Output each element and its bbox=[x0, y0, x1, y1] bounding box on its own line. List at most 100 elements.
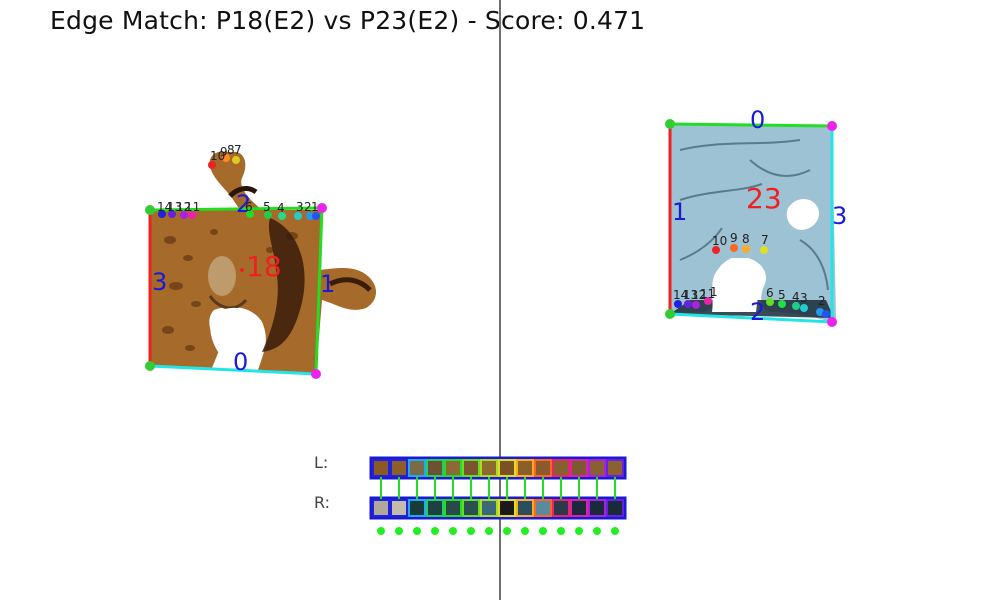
right-edge-label-2: 2 bbox=[750, 298, 765, 326]
right-corner-top-left bbox=[665, 119, 675, 129]
left-point-label: 3 bbox=[296, 200, 304, 214]
right-piece-notch bbox=[786, 199, 820, 230]
left-corner-bottom-right bbox=[311, 369, 321, 379]
right-color-swatch bbox=[588, 499, 606, 517]
left-point bbox=[180, 211, 188, 219]
left-piece-view: 0 1 2 3 18 14 13 12 11 10 9 bbox=[145, 143, 377, 379]
left-corner-top-right bbox=[317, 203, 327, 213]
right-edge-0 bbox=[669, 122, 833, 128]
match-dot bbox=[377, 527, 385, 535]
right-point bbox=[822, 310, 830, 318]
left-point bbox=[312, 212, 320, 220]
right-piece-view: 0 1 2 3 23 14 13 12 11 1 bbox=[665, 106, 847, 327]
right-edge-2 bbox=[669, 312, 833, 324]
right-corner-bottom-left bbox=[665, 309, 675, 319]
right-point-label: 5 bbox=[778, 288, 786, 302]
match-dot bbox=[431, 527, 439, 535]
left-point bbox=[294, 212, 302, 220]
match-dot bbox=[611, 527, 619, 535]
match-dot bbox=[521, 527, 529, 535]
left-edge-label-1: 1 bbox=[320, 270, 335, 298]
left-point bbox=[188, 211, 196, 219]
right-point-label: 2 bbox=[818, 294, 826, 308]
right-point bbox=[742, 245, 750, 253]
left-point bbox=[208, 161, 216, 169]
left-edge-0 bbox=[149, 364, 317, 376]
right-point-label: 11 bbox=[700, 287, 715, 301]
left-color-swatch bbox=[534, 459, 552, 477]
left-piece-body bbox=[150, 151, 377, 374]
left-point-label: 2 bbox=[304, 200, 312, 214]
right-point bbox=[800, 304, 808, 312]
right-piece-id: 23 bbox=[746, 182, 782, 215]
left-point-label: 11 bbox=[185, 200, 200, 214]
left-edge-2 bbox=[149, 206, 323, 212]
right-point-label: 4 bbox=[792, 290, 800, 304]
right-color-swatch bbox=[372, 499, 390, 517]
left-color-swatch bbox=[552, 459, 570, 477]
left-point-label: 6 bbox=[245, 200, 253, 214]
right-edge-label-3: 3 bbox=[832, 202, 847, 230]
left-piece-hole bbox=[210, 307, 265, 360]
left-point-labels: 14 13 12 11 10 9 8 7 6 5 4 3 2 1 bbox=[157, 143, 319, 215]
right-point-label: 13 bbox=[683, 288, 698, 302]
left-point bbox=[158, 210, 166, 218]
left-piece-detail bbox=[208, 186, 372, 352]
right-point bbox=[712, 246, 720, 254]
left-point-label: 10 bbox=[210, 149, 225, 163]
left-color-swatch bbox=[408, 459, 426, 477]
left-piece-center bbox=[240, 268, 244, 272]
left-point bbox=[246, 210, 254, 218]
right-point bbox=[760, 246, 768, 254]
left-edge-label-0: 0 bbox=[233, 348, 248, 376]
left-color-swatch bbox=[588, 459, 606, 477]
left-point-label: 5 bbox=[263, 200, 271, 214]
left-color-swatch bbox=[462, 459, 480, 477]
right-color-swatch bbox=[408, 499, 426, 517]
left-color-swatch bbox=[498, 459, 516, 477]
left-sample-points bbox=[158, 154, 320, 220]
right-point-label: 9 bbox=[730, 231, 738, 245]
right-sample-points bbox=[674, 244, 830, 318]
left-edge-1 bbox=[314, 207, 324, 375]
right-point bbox=[766, 298, 774, 306]
left-point bbox=[168, 210, 176, 218]
right-point bbox=[792, 302, 800, 310]
match-dot bbox=[467, 527, 475, 535]
right-point-label: 6 bbox=[766, 286, 774, 300]
right-color-swatch bbox=[516, 499, 534, 517]
right-corner-top-right bbox=[827, 121, 837, 131]
left-point-label: 14 bbox=[157, 200, 172, 214]
left-point bbox=[264, 211, 272, 219]
match-dot bbox=[593, 527, 601, 535]
left-point bbox=[278, 212, 286, 220]
right-color-swatch bbox=[498, 499, 516, 517]
strip-right-frame bbox=[369, 496, 627, 520]
left-point-label: 13 bbox=[167, 200, 182, 214]
left-point-label: 9 bbox=[220, 145, 228, 159]
left-point bbox=[222, 154, 230, 162]
left-color-swatch bbox=[372, 459, 390, 477]
strip-right-label: R: bbox=[314, 493, 331, 512]
right-point bbox=[674, 300, 682, 308]
match-dot bbox=[413, 527, 421, 535]
left-color-swatch bbox=[444, 459, 462, 477]
left-color-swatch bbox=[426, 459, 444, 477]
right-point bbox=[730, 244, 738, 252]
right-point bbox=[778, 300, 786, 308]
right-point-labels: 14 13 12 11 1 10 9 8 7 6 5 4 3 2 bbox=[673, 231, 826, 308]
right-piece-body bbox=[670, 124, 836, 322]
left-point-label: 1 bbox=[311, 200, 319, 214]
left-color-swatch bbox=[516, 459, 534, 477]
right-point bbox=[704, 297, 712, 305]
right-point-label: 10 bbox=[712, 234, 727, 248]
right-color-swatch bbox=[462, 499, 480, 517]
right-color-swatch bbox=[444, 499, 462, 517]
center-divider bbox=[499, 0, 501, 600]
right-color-swatch bbox=[480, 499, 498, 517]
right-point-label: 3 bbox=[800, 291, 808, 305]
match-dot bbox=[539, 527, 547, 535]
match-dot bbox=[449, 527, 457, 535]
left-corner-top-left bbox=[145, 205, 155, 215]
left-color-swatch bbox=[480, 459, 498, 477]
